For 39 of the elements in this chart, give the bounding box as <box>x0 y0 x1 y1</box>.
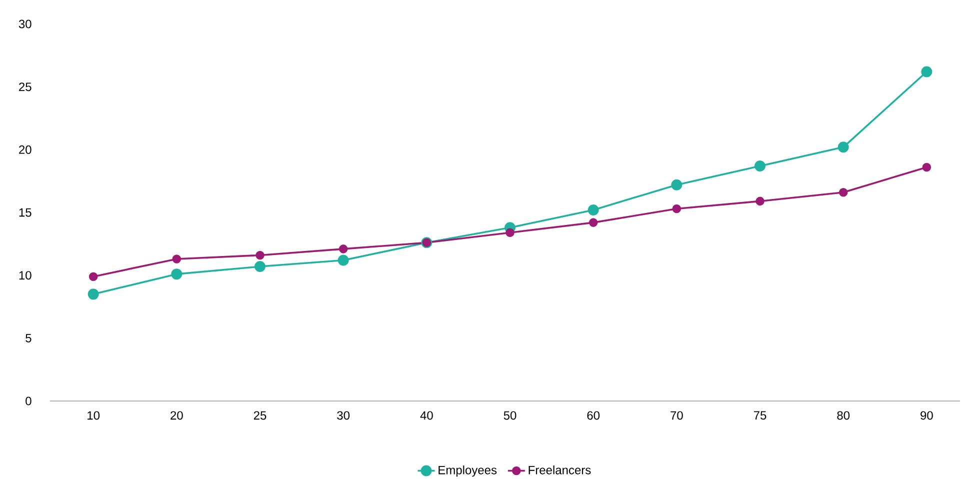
x-tick-label: 60 <box>587 411 600 420</box>
point <box>838 142 849 153</box>
legend-label: Freelancers <box>528 466 591 474</box>
point <box>672 204 682 214</box>
y-tick-label: 20 <box>19 145 32 154</box>
point <box>838 188 848 197</box>
x-tick-label: 70 <box>670 411 683 420</box>
point <box>506 228 514 238</box>
x-tick-label: 30 <box>337 411 350 420</box>
x-tick-label: 90 <box>920 411 933 420</box>
y-tick-label: 0 <box>26 396 32 406</box>
x-tick-label: 20 <box>170 411 183 420</box>
y-tick-label: 10 <box>19 271 32 280</box>
point <box>254 261 266 272</box>
point <box>256 250 264 260</box>
point <box>756 196 764 206</box>
point <box>172 254 182 264</box>
point <box>671 179 682 190</box>
y-tick-label: 15 <box>19 208 32 217</box>
point <box>921 66 932 78</box>
point <box>171 268 182 280</box>
y-tick-label: 30 <box>18 20 32 28</box>
x-tick-label: 80 <box>837 411 850 420</box>
x-tick-label: 10 <box>88 411 100 420</box>
point <box>338 244 348 254</box>
x-tick-label: 40 <box>420 411 433 420</box>
point <box>88 288 99 300</box>
y-tick-label: 5 <box>26 334 32 342</box>
point <box>588 218 598 227</box>
x-tick-label: 75 <box>754 411 766 420</box>
point <box>588 204 599 216</box>
point <box>88 272 98 281</box>
y-tick-label: 25 <box>19 82 32 92</box>
x-tick-label: 25 <box>254 411 266 420</box>
point <box>338 254 349 266</box>
point <box>754 160 766 172</box>
point <box>922 162 932 172</box>
legend-label: Employees <box>438 466 497 477</box>
x-tick-label: 50 <box>504 411 516 420</box>
